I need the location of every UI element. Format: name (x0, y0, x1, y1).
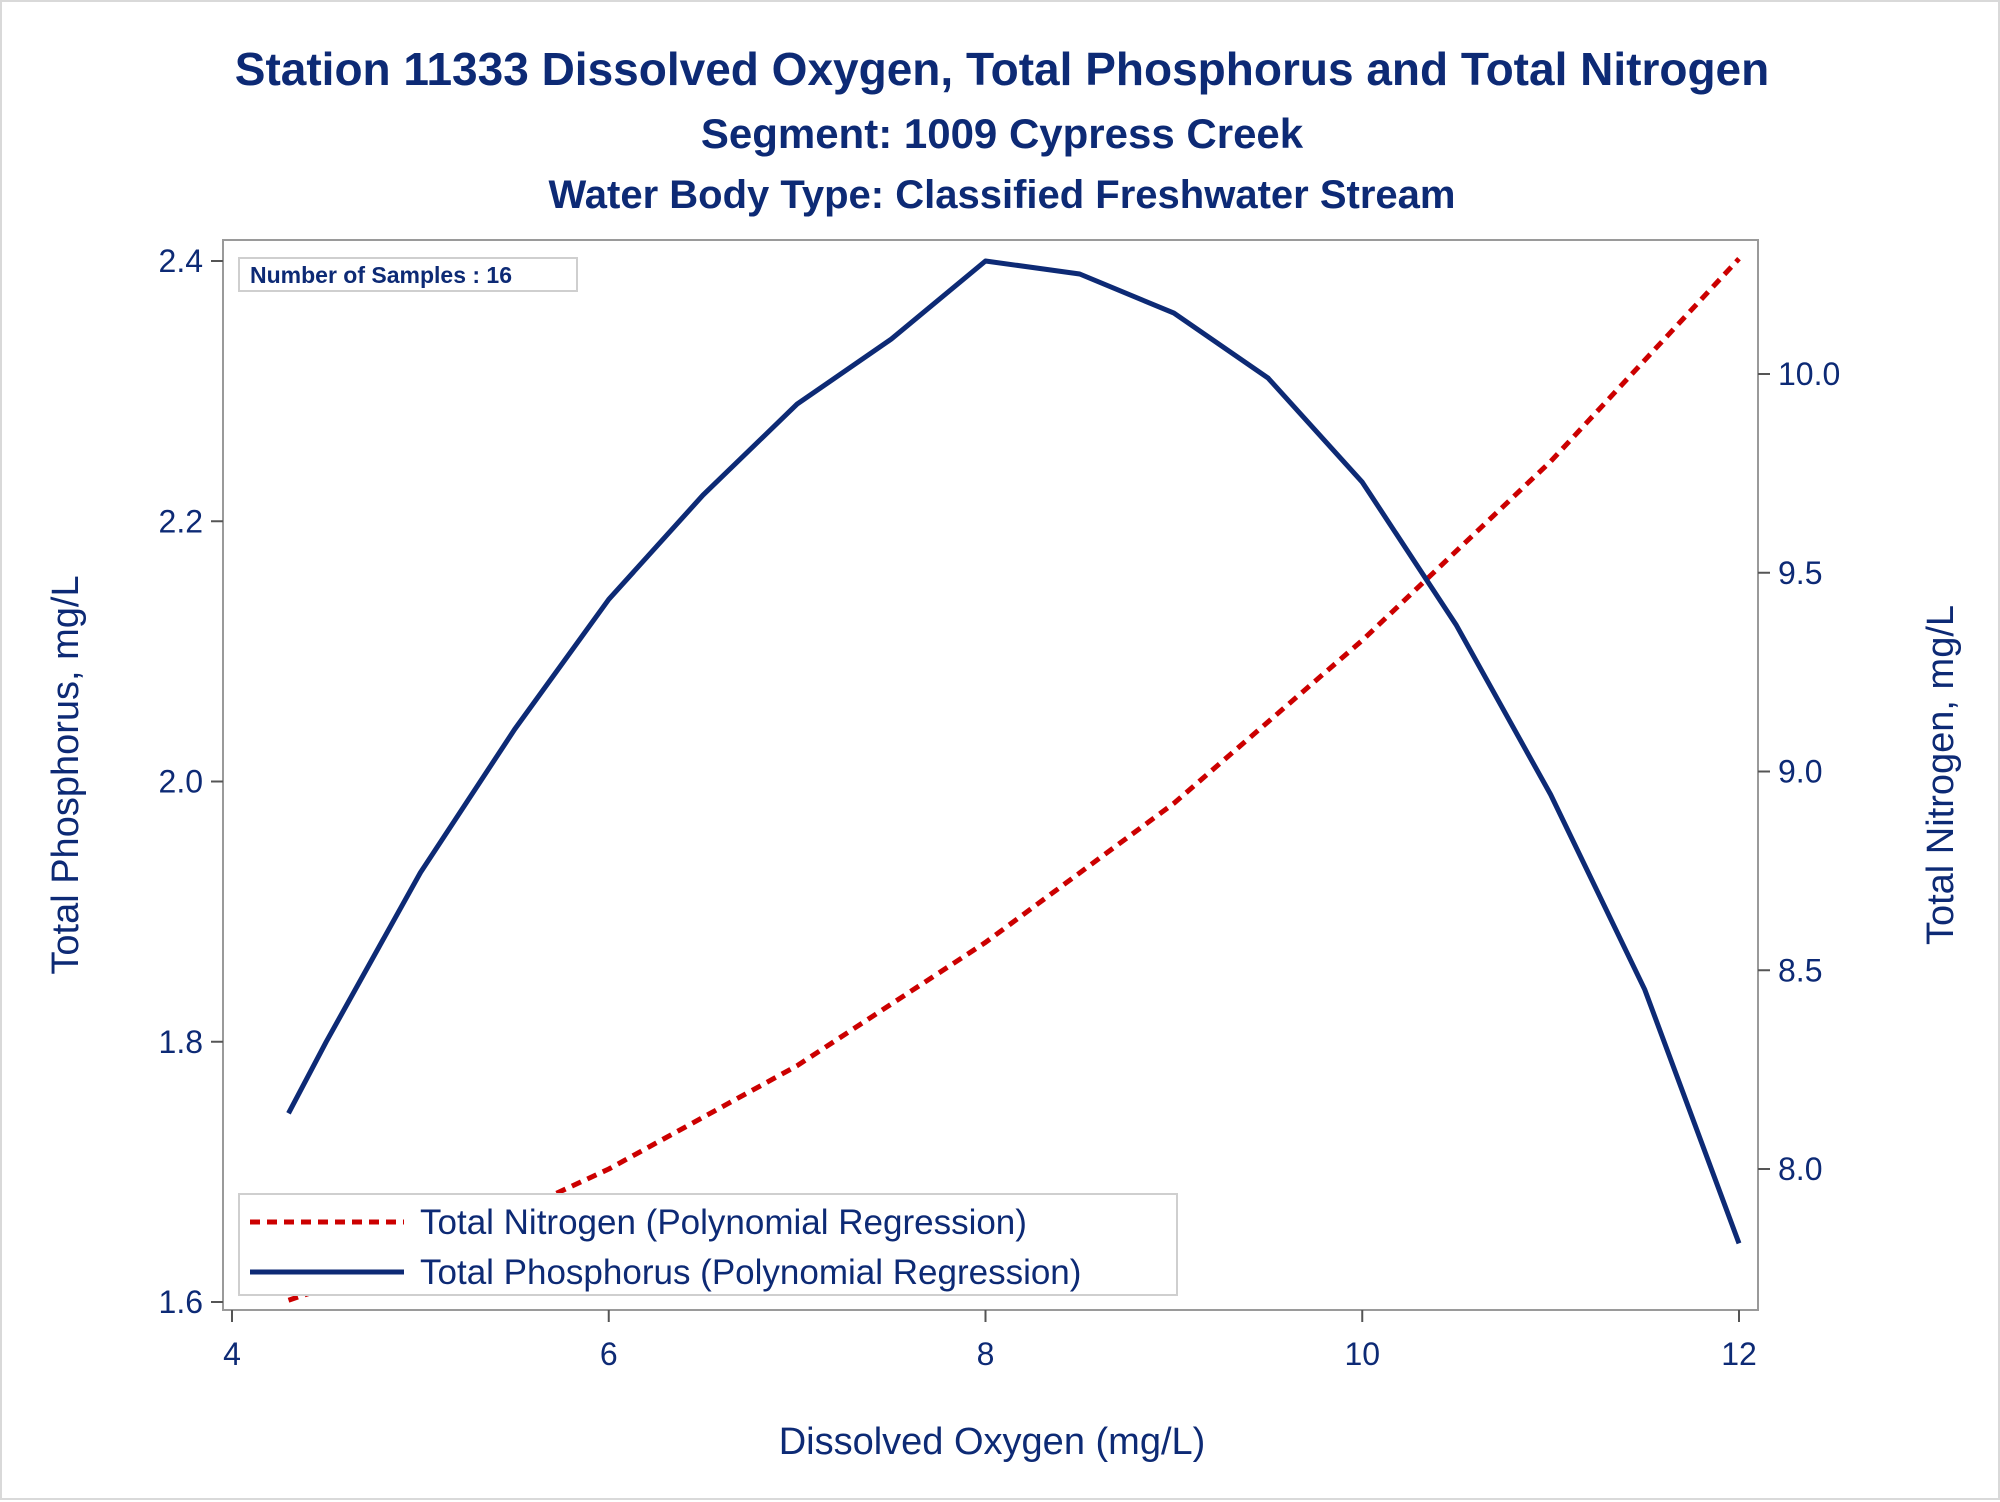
x-tick-label: 6 (600, 1336, 618, 1372)
x-axis: 4 6 8 10 12 (223, 1310, 1757, 1372)
legend-box (238, 1193, 1178, 1296)
x-tick-label: 10 (1344, 1336, 1380, 1372)
x-tick-label: 12 (1721, 1336, 1757, 1372)
y-tick-label: 1.8 (159, 1024, 203, 1060)
y-tick-label: 2.2 (159, 503, 203, 539)
x-tick-label: 8 (977, 1336, 995, 1372)
y-tick-label: 1.6 (159, 1284, 203, 1320)
legend-label: Total Nitrogen (Polynomial Regression) (420, 1203, 1027, 1242)
plot-area (222, 239, 1759, 1311)
y2-tick-label: 8.5 (1778, 952, 1822, 988)
chart-subtitle-2: Water Body Type: Classified Freshwater S… (549, 173, 1456, 217)
series-line-total-phosphorus (286, 258, 1742, 1245)
y-axis-right: 8.0 8.5 9.0 9.5 10.0 (1758, 356, 1840, 1187)
legend: Total Nitrogen (Polynomial Regression) To… (238, 1193, 1178, 1296)
legend-label: Total Phosphorus (Polynomial Regression) (420, 1253, 1081, 1292)
chart-subtitle: Segment: 1009 Cypress Creek (701, 110, 1304, 157)
y-axis-left: 1.6 1.8 2.0 2.2 2.4 (159, 243, 223, 1320)
y2-tick-label: 8.0 (1778, 1151, 1822, 1187)
y-tick-label: 2.4 (159, 243, 203, 279)
x-tick-label: 4 (223, 1336, 241, 1372)
y2-axis-label: Total Nitrogen, mg/L (1920, 605, 1962, 945)
y2-tick-label: 9.5 (1778, 555, 1822, 591)
y2-tick-label: 10.0 (1778, 356, 1840, 392)
x-axis-label: Dissolved Oxygen (mg/L) (779, 1421, 1206, 1463)
y2-tick-label: 9.0 (1778, 754, 1822, 790)
y-axis-label: Total Phosphorus, mg/L (45, 575, 87, 974)
inset-box (238, 257, 578, 292)
inset-label: Number of Samples : 16 (250, 262, 512, 288)
y-tick-label: 2.0 (159, 764, 203, 800)
chart-title: Station 11333 Dissolved Oxygen, Total Ph… (235, 43, 1769, 95)
